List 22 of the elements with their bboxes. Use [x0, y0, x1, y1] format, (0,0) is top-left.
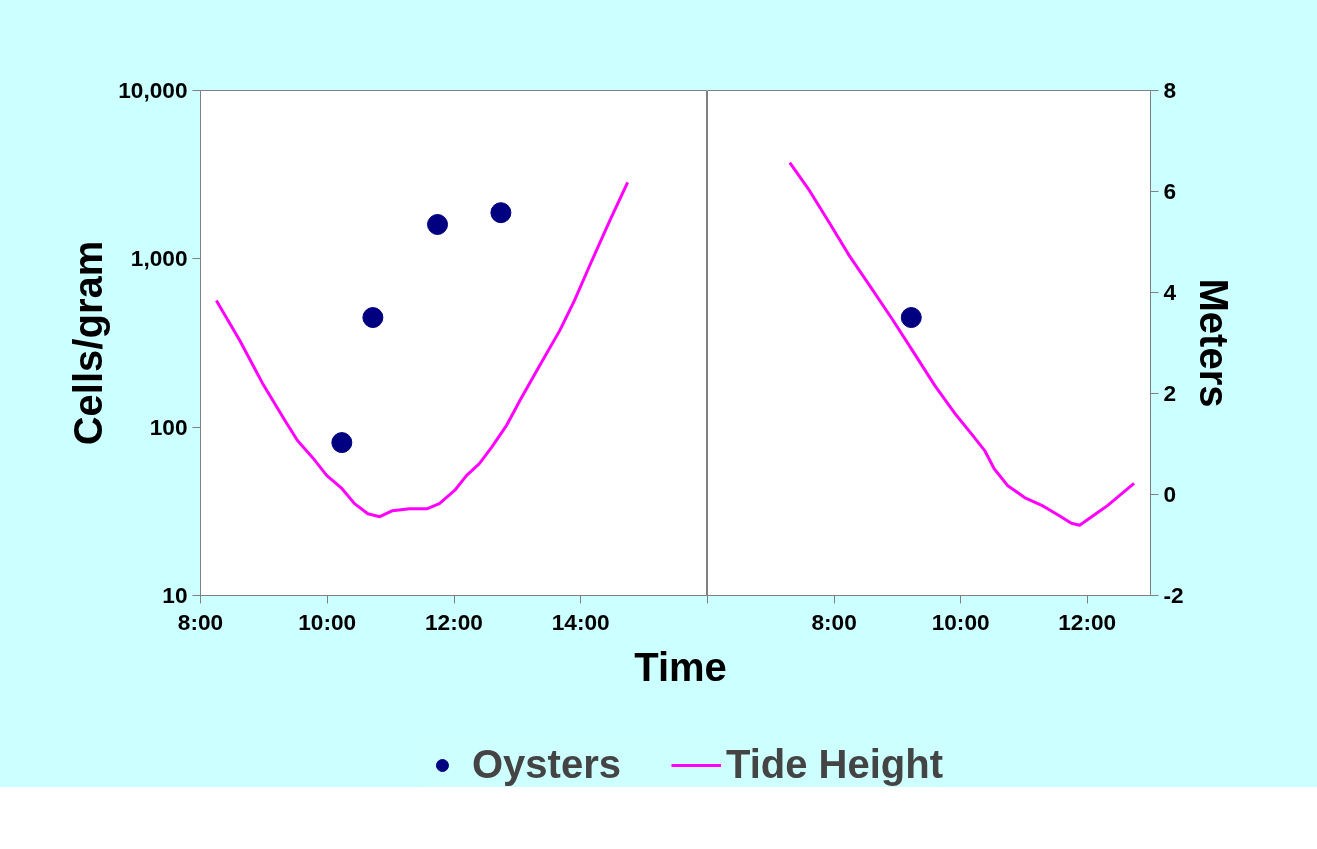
legend-label: Oysters [471, 742, 621, 787]
x-tick-label: 8:00 [177, 608, 224, 635]
y2-tick-label: 2 [1163, 380, 1177, 406]
x-tick-label: 10:00 [298, 608, 357, 635]
y2-tick-label: -2 [1163, 582, 1184, 608]
legend-label: Tide Height [725, 742, 944, 787]
x-tick-label: 8:00 [811, 608, 857, 635]
y2-axis-title: Meters [1191, 278, 1236, 408]
y-tick-label: 100 [149, 413, 188, 440]
x-tick-label: 12:00 [425, 608, 483, 635]
y-axis-title: Cells/gram [66, 240, 111, 446]
y2-tick-label: 0 [1163, 481, 1177, 507]
y2-tick-label: 6 [1163, 178, 1177, 204]
y-tick-label: 10,000 [118, 77, 188, 103]
y-tick-label: 10 [162, 582, 188, 608]
x-tick-label: 14:00 [551, 608, 610, 635]
y2-tick-label: 8 [1163, 77, 1177, 103]
y2-tick-label: 4 [1163, 279, 1177, 305]
x-tick-label: 12:00 [1058, 608, 1117, 635]
y-tick-label: 1,000 [130, 245, 188, 272]
x-tick-label: 10:00 [931, 608, 990, 635]
x-axis-title: Time [634, 644, 727, 689]
